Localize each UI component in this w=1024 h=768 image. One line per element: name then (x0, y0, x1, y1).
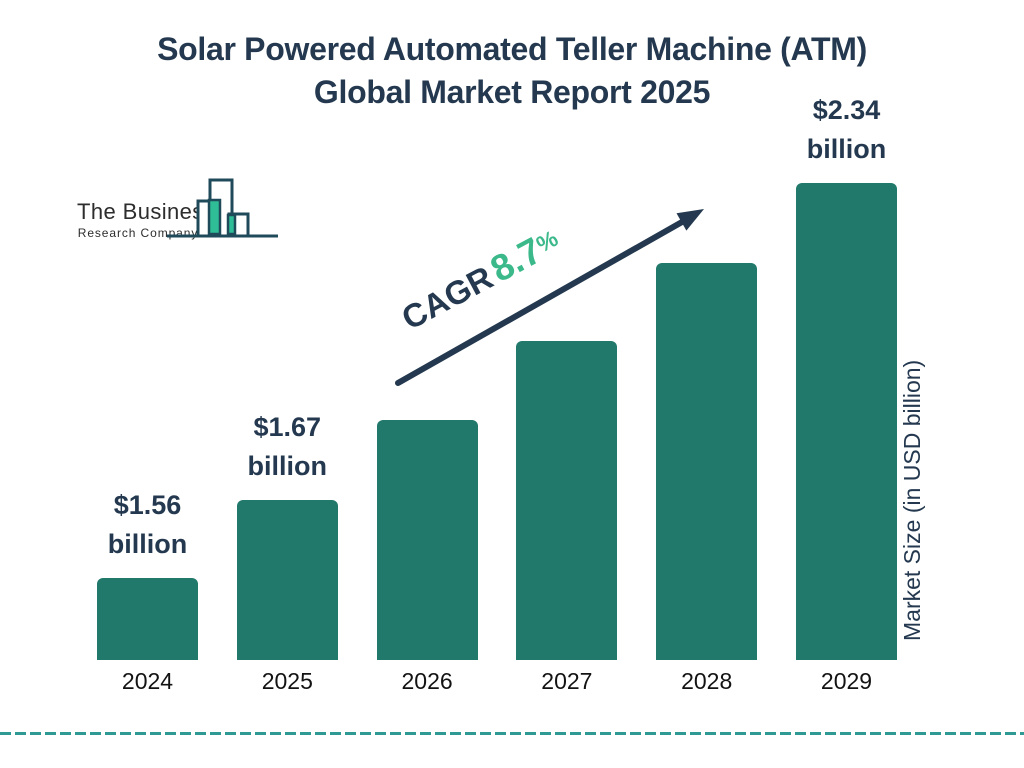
bar-2029 (796, 183, 897, 660)
brand-logo: The Business Research Company (75, 173, 290, 247)
bar-2027 (516, 341, 618, 660)
x-tick-2027: 2027 (541, 668, 593, 694)
bar-2026 (376, 420, 478, 660)
brand-logo-text: The Business Research Company (77, 199, 216, 240)
bar-2024 (97, 578, 198, 660)
bar-2028 (656, 263, 758, 660)
chart-title-line-1: Solar Powered Automated Teller Machine (… (157, 31, 867, 67)
bottom-dashed-divider (0, 732, 1024, 735)
value-label-2029: $2.34 billion (806, 95, 887, 164)
x-tick-2026: 2026 (401, 668, 453, 694)
x-tick-2029: 2029 (820, 668, 873, 694)
bar-chart-logo-icon (167, 178, 278, 238)
x-tick-2028: 2028 (681, 668, 733, 694)
bar-2025 (236, 500, 338, 660)
chart-title-line-2: Global Market Report 2025 (313, 74, 711, 110)
chart-title: Solar Powered Automated Teller Machine (… (0, 28, 1024, 114)
value-label-2025: $1.67 billion (247, 412, 328, 481)
cagr-label: CAGR (395, 258, 499, 337)
x-tick-2024: 2024 (121, 668, 174, 694)
value-label-2024: $1.56 billion (107, 490, 188, 559)
y-axis-label: Market Size (in USD billion) (899, 359, 925, 641)
x-tick-2025: 2025 (261, 668, 313, 694)
cagr-annotation: CAGR 8.7% (394, 220, 567, 339)
brand-name: The Business (77, 199, 216, 224)
